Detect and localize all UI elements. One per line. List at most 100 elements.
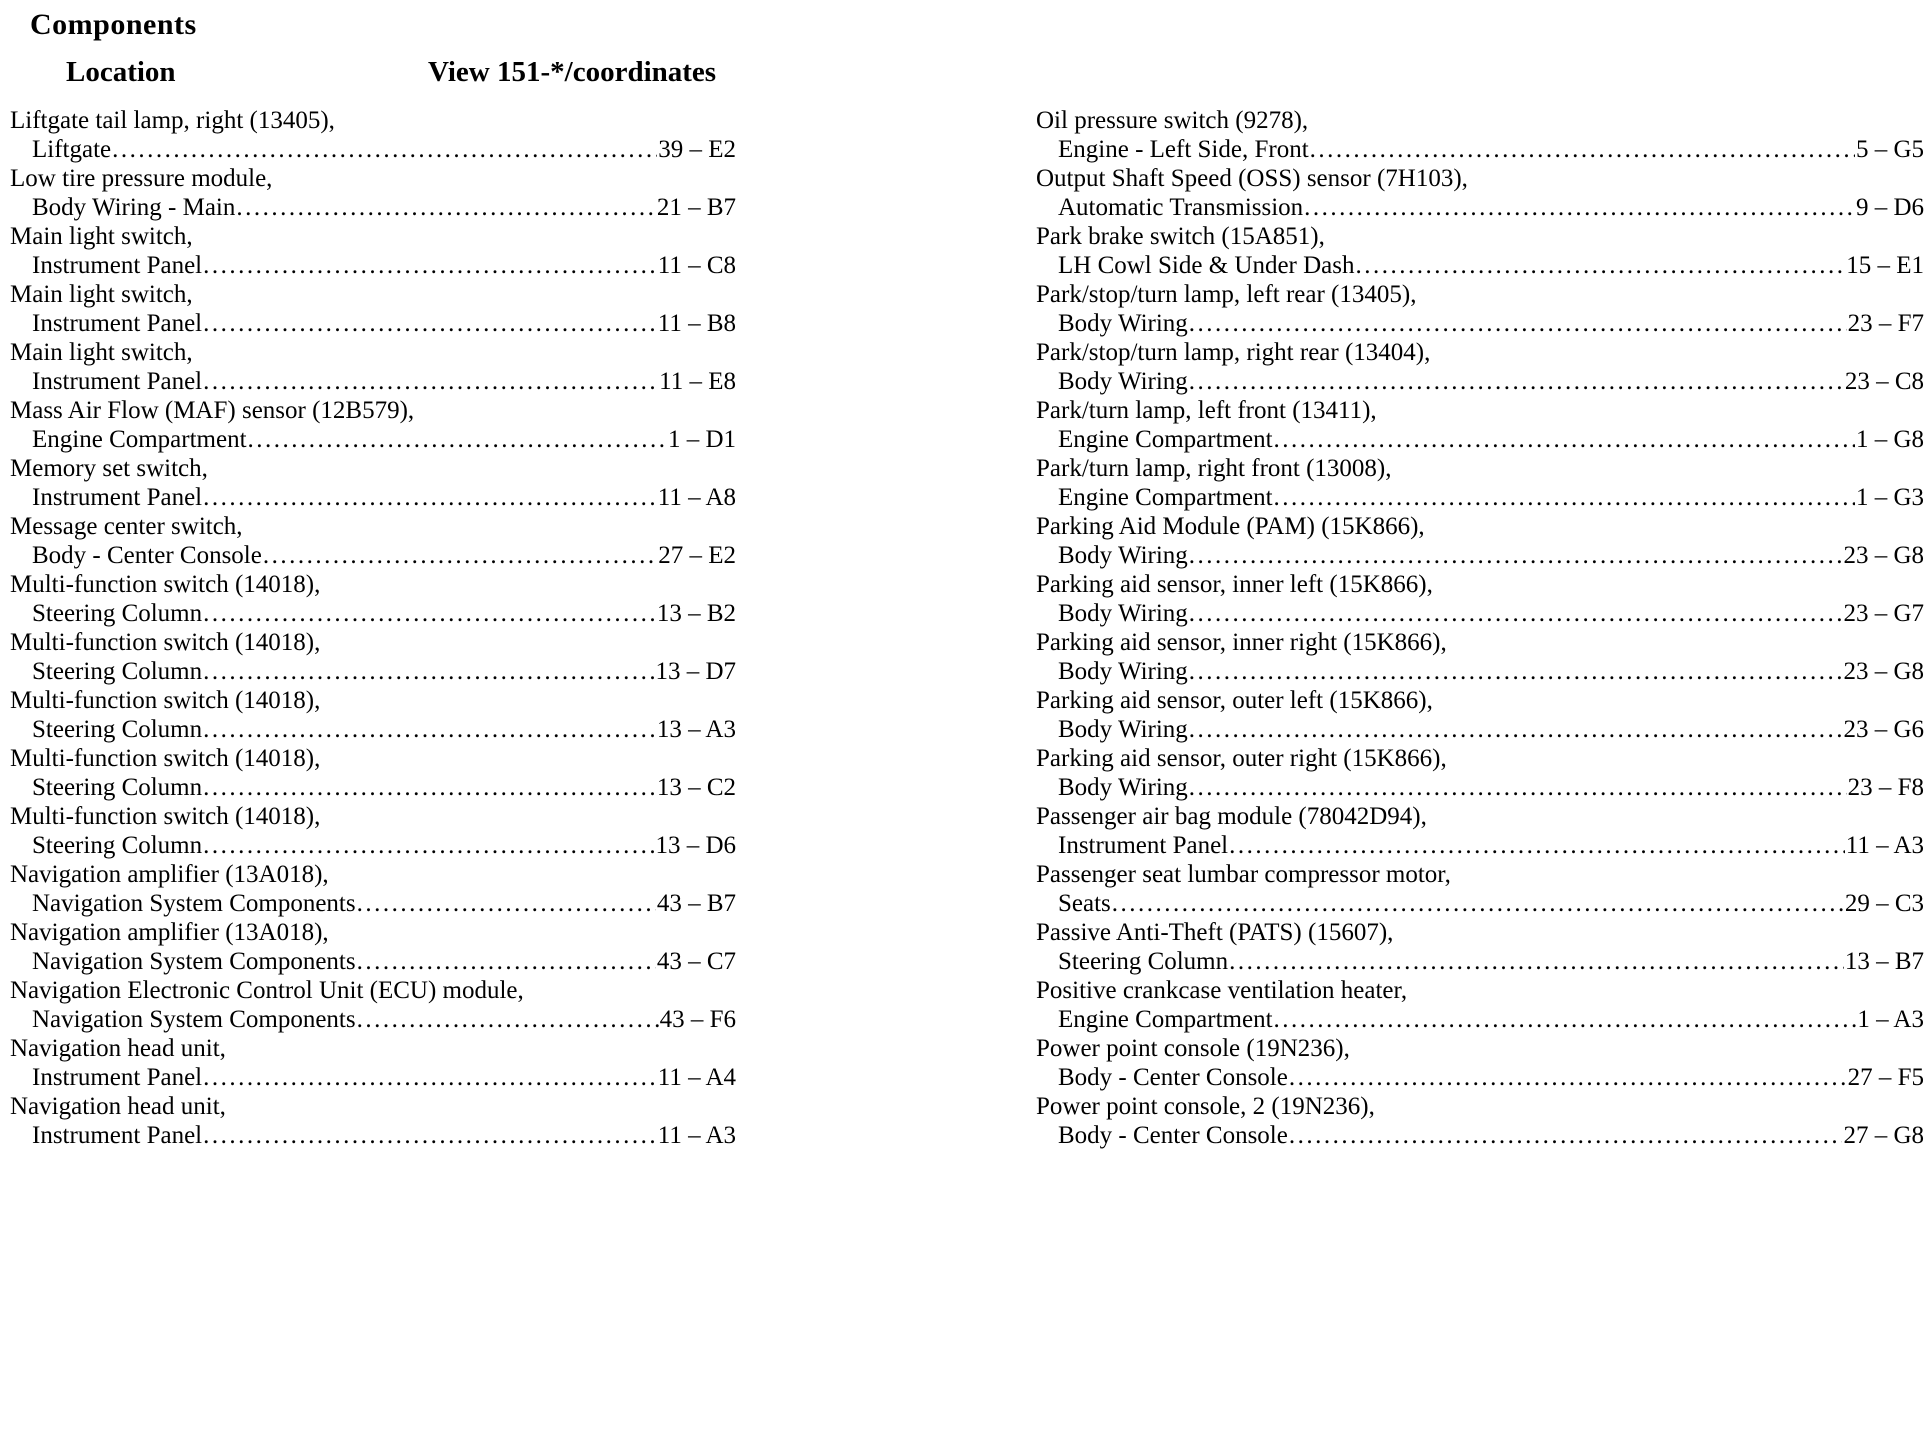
component-location-line: Engine Compartment 1 – G8 (1036, 425, 1924, 454)
dot-leader (357, 1005, 659, 1034)
component-name: Main light switch, (10, 281, 193, 308)
grid-coordinate: 11 – A3 (657, 1122, 736, 1149)
component-name: Liftgate tail lamp, right (13405), (10, 107, 335, 134)
component-location: Instrument Panel (32, 310, 203, 337)
dot-leader (1229, 831, 1845, 860)
component-entry: Passenger seat lumbar compressor motor, S… (1036, 860, 1924, 918)
component-location-line: Navigation System Components 43 – F6 (10, 1005, 736, 1034)
component-location: Navigation System Components (32, 948, 356, 975)
dot-leader (357, 889, 656, 918)
component-location-line: Body Wiring 23 – G7 (1036, 599, 1924, 628)
grid-coordinate: 23 – C8 (1844, 368, 1924, 395)
grid-coordinate: 11 – B8 (657, 310, 736, 337)
component-name: Passenger seat lumbar compressor motor, (1036, 861, 1451, 888)
component-list-right-column: Oil pressure switch (9278), Engine - Left… (1036, 106, 1924, 1150)
component-location-line: LH Cowl Side & Under Dash 15 – E1 (1036, 251, 1924, 280)
component-location: Body Wiring (1058, 542, 1188, 569)
component-location-line: Body - Center Console 27 – G8 (1036, 1121, 1924, 1150)
component-entry: Main light switch,Instrument Panel 11 – B… (10, 280, 736, 338)
component-name: Navigation head unit, (10, 1093, 226, 1120)
component-name: Power point console (19N236), (1036, 1035, 1350, 1062)
component-location-line: Body Wiring - Main 21 – B7 (10, 193, 736, 222)
component-location-line: Engine - Left Side, Front 5 – G5 (1036, 135, 1924, 164)
dot-leader (1112, 889, 1844, 918)
component-name: Oil pressure switch (9278), (1036, 107, 1309, 134)
component-location: Engine - Left Side, Front (1058, 136, 1309, 163)
component-location: Body Wiring (1058, 310, 1188, 337)
component-location-line: Seats 29 – C3 (1036, 889, 1924, 918)
component-location: Instrument Panel (32, 252, 203, 279)
component-location-line: Body Wiring 23 – C8 (1036, 367, 1924, 396)
component-list-left-column: Liftgate tail lamp, right (13405), Liftga… (10, 106, 736, 1150)
component-location: Body - Center Console (1058, 1064, 1288, 1091)
component-name: Park/stop/turn lamp, left rear (13405), (1036, 281, 1417, 308)
view-coordinates-column-header: View 151-*/coordinates (428, 56, 717, 88)
location-column-header: Location (66, 56, 176, 88)
grid-coordinate: 23 – G8 (1843, 542, 1924, 569)
component-location-line: Body Wiring 23 – G8 (1036, 541, 1924, 570)
dot-leader (1274, 425, 1855, 454)
component-entry: Main light switch,Instrument Panel 11 – C… (10, 222, 736, 280)
component-entry: Positive crankcase ventilation heater, En… (1036, 976, 1924, 1034)
component-entry: Parking aid sensor, inner right (15K866)… (1036, 628, 1924, 686)
dot-leader (1189, 541, 1843, 570)
component-name: Main light switch, (10, 223, 193, 250)
component-name: Memory set switch, (10, 455, 208, 482)
dot-leader (1189, 309, 1847, 338)
component-location: Steering Column (32, 658, 203, 685)
component-name: Parking aid sensor, inner left (15K866), (1036, 571, 1433, 598)
grid-coordinate: 39 – E2 (658, 136, 736, 163)
component-location-line: Steering Column 13 – C2 (10, 773, 736, 802)
component-location-line: Instrument Panel 11 – A3 (1036, 831, 1924, 860)
component-entry: Parking aid sensor, inner left (15K866),… (1036, 570, 1924, 628)
component-location: LH Cowl Side & Under Dash (1058, 252, 1355, 279)
dot-leader (203, 1121, 657, 1150)
dot-leader (1274, 1005, 1857, 1034)
grid-coordinate: 23 – G6 (1843, 716, 1924, 743)
component-location: Steering Column (1058, 948, 1229, 975)
component-location-line: Instrument Panel 11 – A8 (10, 483, 736, 512)
component-location-line: Instrument Panel 11 – A4 (10, 1063, 736, 1092)
component-name: Low tire pressure module, (10, 165, 273, 192)
component-entry: Parking aid sensor, outer right (15K866)… (1036, 744, 1924, 802)
grid-coordinate: 1 – G3 (1855, 484, 1924, 511)
component-name: Output Shaft Speed (OSS) sensor (7H103), (1036, 165, 1468, 192)
component-location: Instrument Panel (32, 368, 203, 395)
component-entry: Navigation head unit,Instrument Panel 11 … (10, 1034, 736, 1092)
dot-leader (263, 541, 657, 570)
component-location-line: Instrument Panel 11 – B8 (10, 309, 736, 338)
component-location-line: Instrument Panel 11 – A3 (10, 1121, 736, 1150)
dot-leader (1310, 135, 1855, 164)
grid-coordinate: 13 – B7 (1844, 948, 1924, 975)
grid-coordinate: 43 – F6 (659, 1006, 736, 1033)
dot-leader (1229, 947, 1844, 976)
grid-coordinate: 43 – B7 (656, 890, 736, 917)
grid-coordinate: 29 – C3 (1844, 890, 1924, 917)
component-location: Body Wiring (1058, 716, 1188, 743)
dot-leader (203, 309, 657, 338)
dot-leader (357, 947, 656, 976)
component-entry: Memory set switch,Instrument Panel 11 – A… (10, 454, 736, 512)
grid-coordinate: 5 – G5 (1855, 136, 1924, 163)
grid-coordinate: 13 – A3 (656, 716, 736, 743)
component-entry: Liftgate tail lamp, right (13405), Liftga… (10, 106, 736, 164)
component-entry: Park/turn lamp, right front (13008), Engi… (1036, 454, 1924, 512)
grid-coordinate: 23 – F8 (1847, 774, 1924, 801)
component-entry: Multi-function switch (14018), Steering C… (10, 802, 736, 860)
component-name: Parking aid sensor, inner right (15K866)… (1036, 629, 1447, 656)
dot-leader (203, 367, 658, 396)
component-entry: Navigation amplifier (13A018), Navigation… (10, 918, 736, 976)
component-name: Main light switch, (10, 339, 193, 366)
component-name: Park brake switch (15A851), (1036, 223, 1325, 250)
component-location: Liftgate (32, 136, 112, 163)
component-name: Multi-function switch (14018), (10, 745, 321, 772)
dot-leader (203, 831, 654, 860)
dot-leader (1189, 367, 1844, 396)
component-name: Park/stop/turn lamp, right rear (13404), (1036, 339, 1431, 366)
component-location: Seats (1058, 890, 1111, 917)
component-location-line: Steering Column 13 – A3 (10, 715, 736, 744)
component-name: Parking aid sensor, outer left (15K866), (1036, 687, 1433, 714)
grid-coordinate: 15 – E1 (1846, 252, 1924, 279)
component-entry: Output Shaft Speed (OSS) sensor (7H103),… (1036, 164, 1924, 222)
